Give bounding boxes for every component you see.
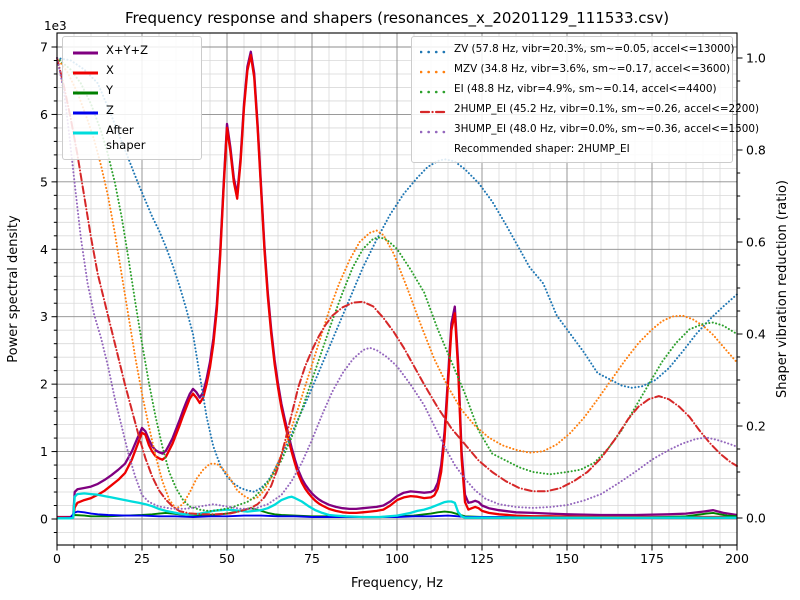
legend-item-2hump-ei: 2HUMP_EI (45.2 Hz, vibr=0.1%, sm~=0.26, … xyxy=(419,102,759,122)
legend-label: 2HUMP_EI (45.2 Hz, vibr=0.1%, sm~=0.26, … xyxy=(454,103,760,115)
legend-label: MZV (34.8 Hz, vibr=3.6%, sm~=0.17, accel… xyxy=(454,63,731,75)
legend-item-x-y-z: X+Y+Z xyxy=(72,43,192,63)
series-after-shaper xyxy=(57,492,737,520)
legend-sample xyxy=(72,84,99,103)
tick-label: 175 xyxy=(640,551,664,566)
legend-item-3hump-ei: 3HUMP_EI (48.0 Hz, vibr=0.0%, sm~=0.36, … xyxy=(419,122,759,142)
tick-label: 125 xyxy=(470,551,494,566)
legend-shaper-items: ZV (57.8 Hz, vibr=20.3%, sm~=0.05, accel… xyxy=(419,42,759,142)
legend-sample xyxy=(419,123,448,142)
legend-item-mzv: MZV (34.8 Hz, vibr=3.6%, sm~=0.17, accel… xyxy=(419,62,730,82)
axis-ticks xyxy=(51,46,743,551)
legend-line-sample xyxy=(73,51,98,55)
tick-label: 75 xyxy=(304,551,320,566)
legend-psd-items: X+Y+Z X Y Z After shaper xyxy=(72,43,192,153)
tick-label: 1.0 xyxy=(746,51,766,66)
chart-title: Frequency response and shapers (resonanc… xyxy=(125,9,669,28)
legend-label: Z xyxy=(106,103,114,117)
legend-line-sample xyxy=(419,110,448,114)
legend-label: After shaper xyxy=(106,123,146,152)
legend-item-ei: EI (48.8 Hz, vibr=4.9%, sm~=0.14, accel<… xyxy=(419,82,724,102)
legend-item-z: Z xyxy=(72,103,192,123)
legend-line-sample xyxy=(419,130,448,134)
y-left-multiplier: 1e3 xyxy=(44,19,67,33)
legend-label: X xyxy=(106,63,114,77)
tick-label: 2 xyxy=(40,377,48,392)
tick-label: 0.2 xyxy=(746,419,766,434)
legend-shapers: ZV (57.8 Hz, vibr=20.3%, sm~=0.05, accel… xyxy=(411,36,759,164)
tick-label: 50 xyxy=(219,551,235,566)
legend-label: ZV (57.8 Hz, vibr=20.3%, sm~=0.05, accel… xyxy=(454,43,735,55)
legend-line-sample xyxy=(419,90,448,94)
legend-sample xyxy=(72,64,99,83)
legend-line-sample xyxy=(73,71,98,75)
y-left-axis-label: Power spectral density xyxy=(6,215,21,363)
tick-label: 0.0 xyxy=(746,511,766,526)
tick-label: 100 xyxy=(385,551,409,566)
tick-label: 25 xyxy=(134,551,150,566)
chart-curves xyxy=(56,50,738,520)
legend-sample xyxy=(419,43,448,62)
tick-label: 150 xyxy=(555,551,579,566)
tick-label: 0.8 xyxy=(746,143,766,158)
legend-item-y: Y xyxy=(72,83,192,103)
legend-line-sample xyxy=(419,70,448,74)
tick-label: 7 xyxy=(40,40,48,55)
legend-item-after-shaper: After shaper xyxy=(72,123,192,153)
legend-item-x: X xyxy=(72,63,192,83)
legend-line-sample xyxy=(73,131,98,135)
series-ei xyxy=(56,57,738,513)
tick-label: 0.6 xyxy=(746,235,766,250)
legend-line-sample xyxy=(73,91,98,95)
tick-label: 1 xyxy=(40,444,48,459)
series-mzv xyxy=(56,57,738,510)
axis-tick-labels: 0 25 50 75 100 125 150 175 200 0 1 2 3 4 5 6 7 0.0 0.2 0.4 0… xyxy=(40,40,766,567)
legend-item-zv: ZV (57.8 Hz, vibr=20.3%, sm~=0.05, accel… xyxy=(419,42,734,62)
legend-sample xyxy=(72,44,99,63)
series-3hump-ei xyxy=(56,57,738,510)
legend-label: EI (48.8 Hz, vibr=4.9%, sm~=0.14, accel<… xyxy=(454,83,717,95)
legend-sample xyxy=(419,83,448,102)
legend-sample xyxy=(419,103,448,122)
tick-label: 200 xyxy=(725,551,749,566)
y-right-axis-label: Shaper vibration reduction (ratio) xyxy=(775,180,790,398)
tick-label: 5 xyxy=(40,174,48,189)
legend-sample xyxy=(72,124,99,143)
legend-label: X+Y+Z xyxy=(106,43,149,57)
legend-psd: X+Y+Z X Y Z After shaper xyxy=(62,36,202,160)
legend-line-sample xyxy=(73,111,98,115)
series-zv xyxy=(56,57,738,493)
tick-label: 4 xyxy=(40,242,48,257)
legend-line-sample xyxy=(419,50,448,54)
x-axis-label: Frequency, Hz xyxy=(351,576,443,591)
recommended-shaper-note: Recommended shaper: 2HUMP_EI xyxy=(454,143,630,155)
tick-label: 0.4 xyxy=(746,327,766,342)
legend-sample xyxy=(419,63,448,82)
legend-sample xyxy=(72,104,99,123)
series-2hump-ei xyxy=(56,57,738,516)
tick-label: 6 xyxy=(40,107,48,122)
tick-label: 3 xyxy=(40,309,48,324)
tick-label: 0 xyxy=(40,512,48,527)
legend-label: Y xyxy=(106,83,114,97)
tick-label: 0 xyxy=(53,551,61,566)
legend-label: 3HUMP_EI (48.0 Hz, vibr=0.0%, sm~=0.36, … xyxy=(454,123,760,135)
